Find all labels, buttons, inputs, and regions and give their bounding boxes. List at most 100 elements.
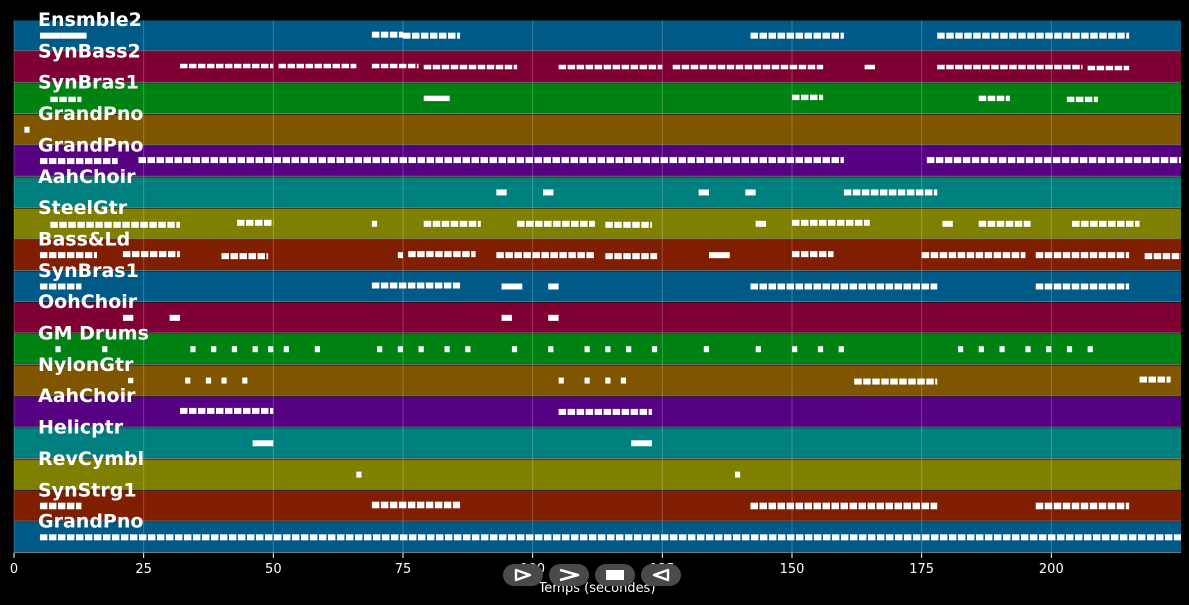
note-group — [501, 314, 512, 321]
note — [588, 157, 596, 164]
note — [169, 314, 180, 321]
note — [505, 252, 513, 259]
note — [1090, 220, 1098, 227]
note — [792, 219, 800, 226]
note — [813, 502, 822, 510]
note — [408, 534, 417, 541]
note — [1044, 502, 1053, 510]
note — [432, 64, 441, 70]
note — [219, 534, 228, 541]
note — [759, 157, 767, 164]
note — [377, 346, 383, 353]
note-group — [397, 346, 403, 353]
note — [57, 502, 66, 510]
note — [864, 64, 875, 70]
note — [1025, 346, 1031, 353]
note-group — [937, 64, 1083, 70]
note — [416, 63, 419, 69]
note — [131, 251, 140, 258]
note — [579, 157, 587, 164]
note — [810, 94, 818, 101]
note — [309, 157, 317, 164]
note — [504, 64, 513, 70]
rewind-button[interactable] — [641, 564, 681, 586]
note — [525, 534, 534, 541]
note — [849, 534, 858, 541]
note — [1097, 157, 1106, 164]
note — [443, 501, 452, 509]
note — [407, 63, 416, 69]
note — [1106, 157, 1115, 164]
note — [792, 346, 798, 353]
note-group — [605, 221, 652, 228]
note — [605, 346, 611, 353]
note-group — [242, 377, 248, 384]
play-button[interactable] — [503, 564, 543, 586]
note — [726, 64, 735, 70]
note — [1036, 32, 1044, 39]
note — [221, 253, 229, 260]
note — [750, 283, 759, 290]
note — [399, 534, 408, 541]
note-group — [517, 220, 595, 227]
note-group — [169, 314, 180, 321]
note — [1137, 534, 1146, 541]
note-group — [584, 346, 590, 353]
note — [381, 534, 390, 541]
note — [795, 157, 803, 164]
note-group — [937, 32, 1130, 39]
note — [1062, 283, 1071, 290]
stop-button[interactable] — [595, 564, 635, 586]
note — [816, 64, 824, 70]
note — [480, 157, 488, 164]
note — [1054, 64, 1062, 70]
note — [206, 63, 215, 69]
note — [1107, 502, 1116, 510]
note — [1020, 534, 1029, 541]
note — [921, 283, 930, 290]
note — [486, 64, 495, 70]
note — [840, 283, 849, 290]
note-group — [1139, 376, 1171, 383]
note-group — [864, 64, 875, 70]
note-group — [1035, 502, 1130, 510]
note — [1045, 64, 1053, 70]
note-group — [24, 126, 30, 133]
note — [1016, 157, 1025, 164]
note — [750, 157, 758, 164]
note — [120, 534, 129, 541]
note — [434, 501, 443, 509]
note — [623, 221, 631, 228]
note — [982, 64, 990, 70]
note-group — [190, 346, 196, 353]
note — [104, 221, 112, 228]
note — [1089, 283, 1098, 290]
note — [513, 64, 518, 70]
note — [1157, 376, 1166, 383]
lane-label: Bass&Ld — [38, 228, 130, 250]
note-group — [1025, 346, 1031, 353]
note — [66, 252, 75, 259]
note — [822, 502, 831, 510]
note — [255, 534, 264, 541]
note-group — [792, 251, 834, 258]
note — [50, 221, 58, 228]
note — [412, 32, 420, 39]
note — [197, 63, 206, 69]
note — [1023, 220, 1031, 227]
note — [1133, 157, 1142, 164]
note — [1035, 502, 1044, 510]
note-group — [548, 314, 559, 321]
note — [399, 157, 407, 164]
note — [66, 283, 75, 290]
note — [444, 251, 452, 258]
note — [39, 534, 48, 541]
note — [86, 221, 94, 228]
stop-icon — [606, 570, 624, 580]
fast-forward-button[interactable] — [549, 564, 589, 586]
note-group — [1035, 283, 1130, 290]
note — [639, 408, 648, 415]
note — [876, 534, 885, 541]
note — [723, 534, 732, 541]
note — [48, 252, 57, 259]
